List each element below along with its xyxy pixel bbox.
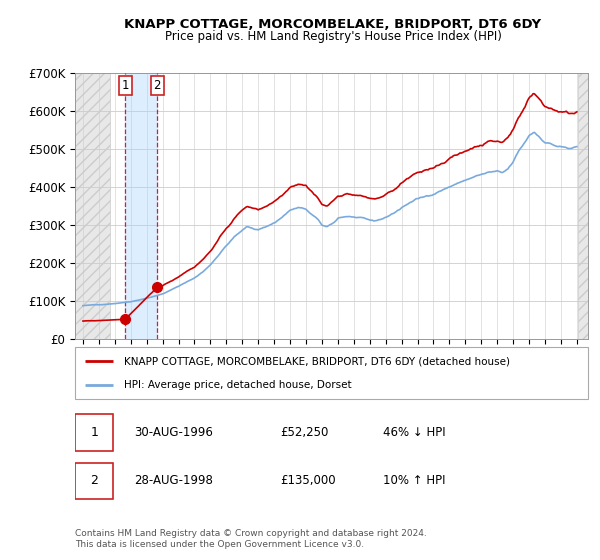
FancyBboxPatch shape bbox=[75, 414, 113, 451]
Text: 28-AUG-1998: 28-AUG-1998 bbox=[134, 474, 213, 487]
Polygon shape bbox=[75, 73, 110, 339]
Text: 2: 2 bbox=[90, 474, 98, 487]
Bar bbox=[125, 73, 157, 339]
Polygon shape bbox=[578, 73, 588, 339]
FancyBboxPatch shape bbox=[75, 347, 588, 399]
Text: 30-AUG-1996: 30-AUG-1996 bbox=[134, 426, 213, 439]
Text: 46% ↓ HPI: 46% ↓ HPI bbox=[383, 426, 445, 439]
Text: 2: 2 bbox=[154, 80, 161, 92]
Text: Price paid vs. HM Land Registry's House Price Index (HPI): Price paid vs. HM Land Registry's House … bbox=[164, 30, 502, 43]
Text: 10% ↑ HPI: 10% ↑ HPI bbox=[383, 474, 445, 487]
Text: £52,250: £52,250 bbox=[280, 426, 329, 439]
Text: 1: 1 bbox=[122, 80, 129, 92]
Text: KNAPP COTTAGE, MORCOMBELAKE, BRIDPORT, DT6 6DY: KNAPP COTTAGE, MORCOMBELAKE, BRIDPORT, D… bbox=[124, 18, 542, 31]
FancyBboxPatch shape bbox=[75, 463, 113, 499]
Text: £135,000: £135,000 bbox=[280, 474, 336, 487]
Text: Contains HM Land Registry data © Crown copyright and database right 2024.
This d: Contains HM Land Registry data © Crown c… bbox=[75, 529, 427, 549]
Text: HPI: Average price, detached house, Dorset: HPI: Average price, detached house, Dors… bbox=[124, 380, 352, 390]
Text: KNAPP COTTAGE, MORCOMBELAKE, BRIDPORT, DT6 6DY (detached house): KNAPP COTTAGE, MORCOMBELAKE, BRIDPORT, D… bbox=[124, 356, 510, 366]
Text: 1: 1 bbox=[90, 426, 98, 439]
